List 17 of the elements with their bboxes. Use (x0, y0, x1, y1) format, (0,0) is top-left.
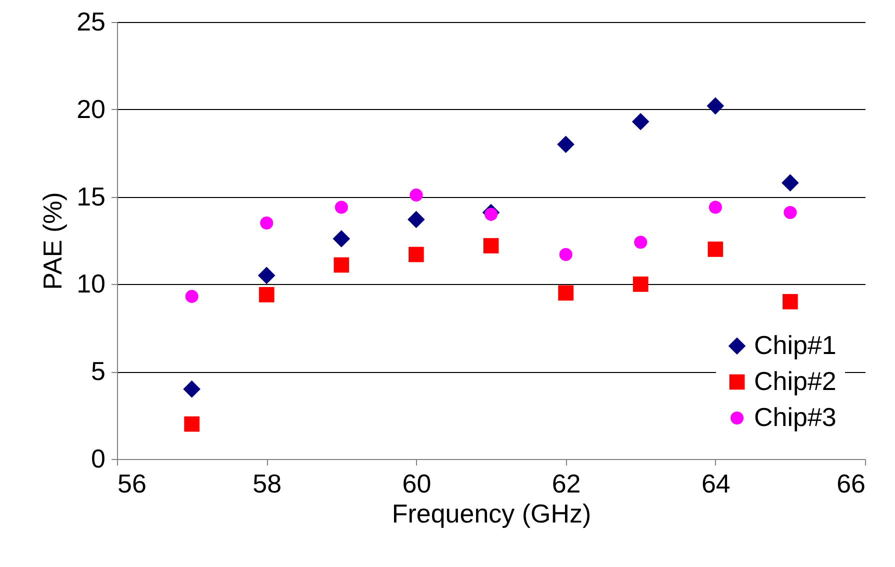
x-tick-label: 60 (402, 468, 432, 498)
y-tick-label: 10 (76, 268, 106, 299)
legend-label: Chip#3 (754, 402, 836, 432)
x-axis-title: Frequency (GHz) (392, 498, 592, 528)
y-tick-label: 25 (76, 6, 106, 36)
x-tick-label: 56 (118, 468, 146, 498)
legend-label: Chip#1 (754, 330, 836, 360)
x-tick-label: 66 (836, 468, 866, 498)
x-tick-label: 64 (701, 468, 730, 498)
x-tick-label: 62 (552, 468, 581, 498)
legend-label: Chip#2 (754, 366, 836, 396)
y-tick-label: 20 (76, 94, 106, 124)
y-tick-label: 0 (91, 444, 106, 474)
y-axis-title: PAE (%) (38, 192, 68, 290)
y-tick-label: 15 (76, 181, 106, 212)
x-tick-label: 58 (252, 468, 282, 498)
y-tick-label: 5 (91, 356, 106, 386)
